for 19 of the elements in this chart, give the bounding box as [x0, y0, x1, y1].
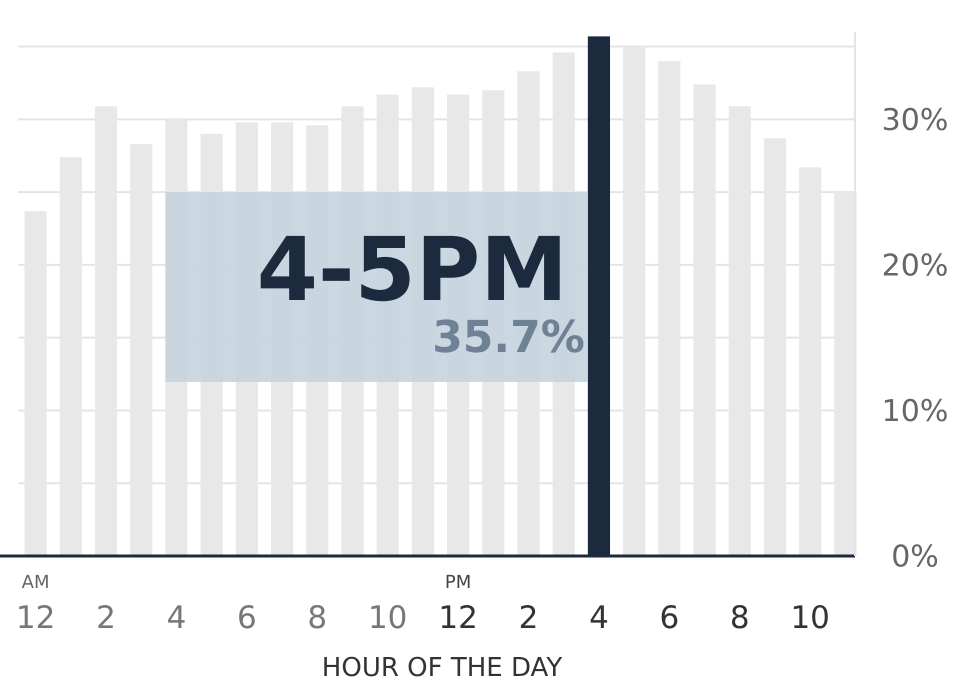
x-axis-title: HOUR OF THE DAY — [322, 653, 562, 683]
x-tick-label: 2 — [518, 600, 538, 636]
y-tick-label: 20% — [882, 248, 948, 284]
x-tick-label: 6 — [659, 600, 680, 636]
x-tick-label: 12 — [438, 600, 478, 636]
x-tick-label: 8 — [307, 600, 328, 636]
x-tick-label: 10 — [790, 600, 830, 636]
x-tick-label: 6 — [236, 600, 257, 636]
y-tick-label: 30% — [882, 102, 948, 138]
x-tick-label: 4 — [166, 600, 186, 636]
x-tick-label: 10 — [368, 600, 408, 636]
x-tick-label: 4 — [589, 600, 609, 636]
text: AM — [22, 572, 50, 593]
y-tick-label: 0% — [891, 540, 939, 574]
y-tick-label: 10% — [882, 394, 948, 429]
x-tick-label: 12 — [16, 600, 56, 636]
x-tick-label: 8 — [730, 600, 750, 636]
x-tick-label: 2 — [96, 600, 116, 636]
text: PM — [444, 572, 472, 593]
